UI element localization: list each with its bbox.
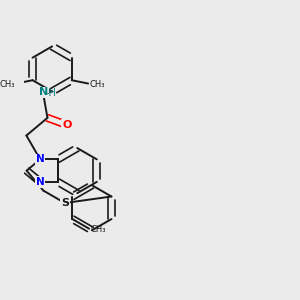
Text: O: O [62, 120, 71, 130]
Text: N: N [39, 87, 48, 97]
Text: N: N [36, 177, 44, 187]
Text: CH₃: CH₃ [89, 80, 105, 89]
Text: CH₃: CH₃ [0, 80, 15, 89]
Text: CH₃: CH₃ [90, 225, 106, 234]
Text: -H: -H [46, 88, 57, 98]
Text: S: S [61, 198, 69, 208]
Text: N: N [36, 154, 44, 164]
